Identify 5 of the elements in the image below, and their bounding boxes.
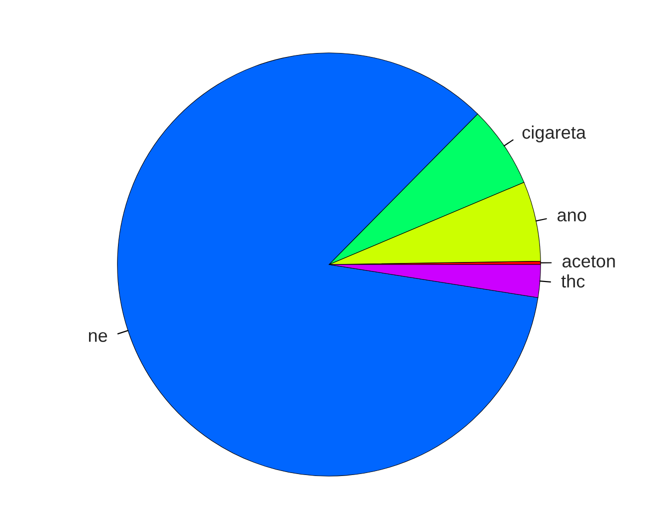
slice-label: thc xyxy=(561,274,585,288)
slice-label: cigareta xyxy=(522,126,586,142)
slice-label: ano xyxy=(558,212,586,222)
slice-label: ne xyxy=(88,332,108,342)
slice-label: aceton xyxy=(562,256,615,268)
